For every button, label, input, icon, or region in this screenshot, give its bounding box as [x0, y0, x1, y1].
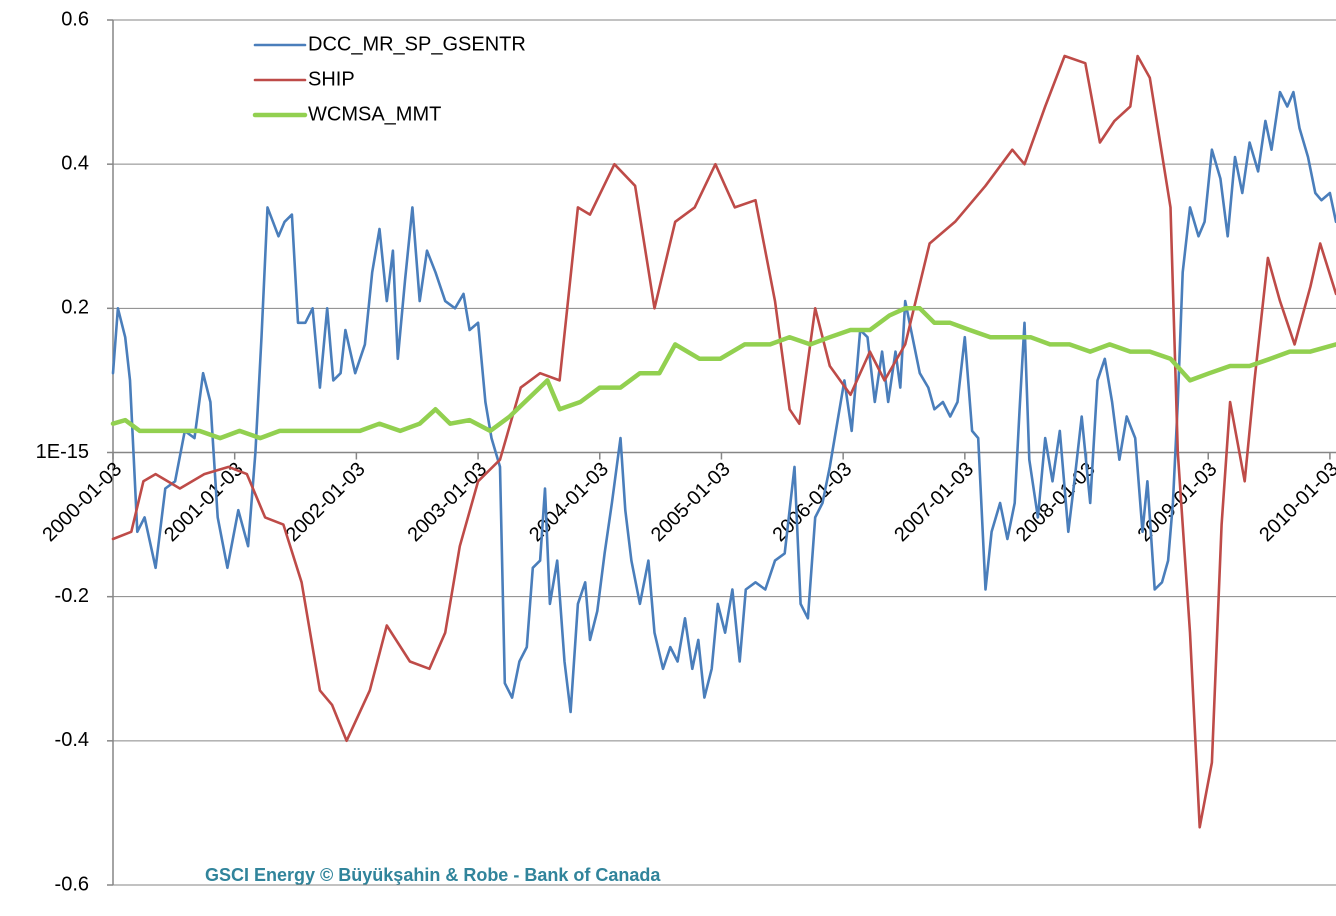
legend-label: SHIP: [308, 68, 355, 90]
y-tick-label: 1E-15: [36, 441, 89, 463]
y-tick-label: 0.6: [61, 8, 89, 30]
series-line: [110, 306, 1336, 441]
y-tick-label: 0.4: [61, 152, 89, 174]
x-tick-label: 2003-01-03: [403, 458, 491, 546]
y-tick-label: 0.2: [61, 297, 89, 319]
series-line: [111, 54, 1336, 829]
x-tick-label: 2010-01-03: [1255, 458, 1336, 546]
source-note: GSCI Energy © Büyükşahin & Robe - Bank o…: [205, 865, 661, 885]
y-tick-label: -0.2: [55, 585, 89, 607]
x-tick-label: 2002-01-03: [282, 458, 370, 546]
x-tick-label: 2006-01-03: [769, 458, 857, 546]
x-tick-label: 2005-01-03: [647, 458, 735, 546]
legend-label: DCC_MR_SP_GSENTR: [308, 33, 526, 55]
x-tick-label: 2007-01-03: [890, 458, 978, 546]
series-line: [111, 90, 1336, 714]
legend-label: WCMSA_MMT: [308, 103, 441, 125]
y-tick-label: -0.4: [55, 729, 89, 751]
x-tick-label: 2004-01-03: [525, 458, 613, 546]
x-tick-label: 2009-01-03: [1134, 458, 1222, 546]
y-tick-label: -0.6: [55, 873, 89, 895]
